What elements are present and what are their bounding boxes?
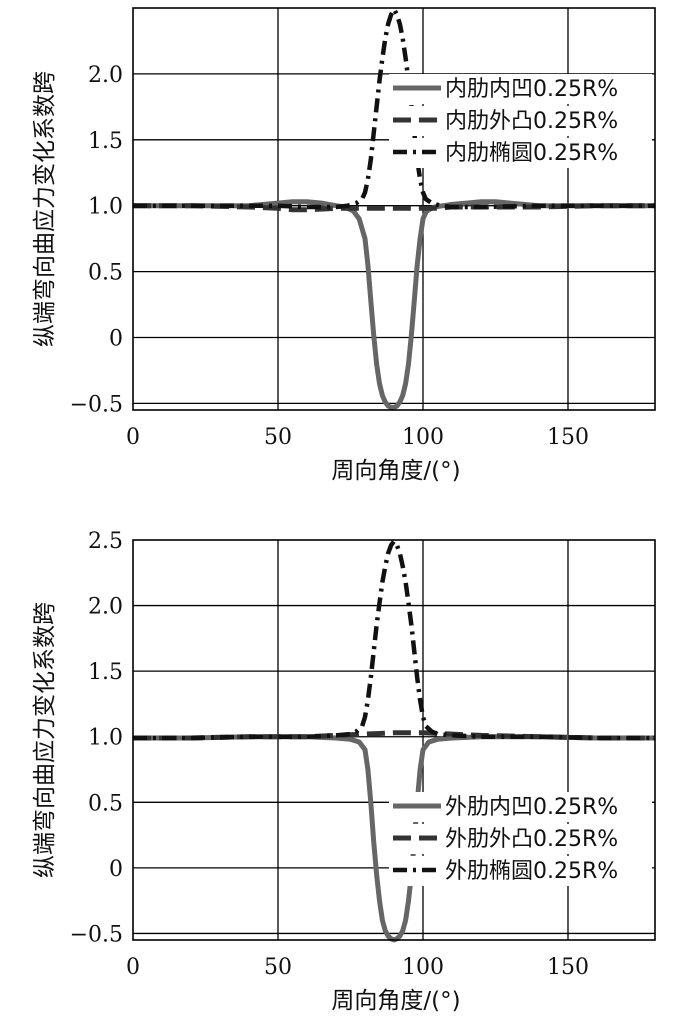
- y-tick-label: 1.5: [88, 129, 123, 154]
- legend-label: 内肋椭圆0.25R%: [445, 141, 618, 166]
- legend-label: 外肋内凹0.25R%: [445, 795, 618, 820]
- y-tick-label: 0.5: [88, 261, 123, 286]
- x-tick-label: 50: [264, 955, 292, 980]
- x-axis-label: 周向角度/(°): [331, 458, 460, 484]
- x-tick-label: 100: [402, 425, 444, 450]
- y-tick-label: 1.0: [88, 195, 123, 220]
- legend-label: 内肋外凸0.25R%: [445, 109, 618, 134]
- x-tick-label: 150: [547, 955, 589, 980]
- y-tick-label: 2.0: [88, 63, 123, 88]
- legend-label: 外肋外凸0.25R%: [445, 827, 618, 852]
- y-tick-label: 0: [109, 327, 123, 352]
- plot-frame: [132, 539, 656, 941]
- x-tick-label: 100: [402, 955, 444, 980]
- y-tick-label: 2.0: [88, 595, 123, 620]
- series-line-2: [133, 203, 655, 213]
- chart-2: 0 50 100 150−0.500.51.01.52.02.5周向角度/(°)纵端弯…: [32, 529, 656, 1014]
- series-line-1: [133, 199, 655, 410]
- y-tick-label: 0: [109, 857, 123, 882]
- y-tick-label: −0.5: [70, 392, 123, 417]
- plot-frame: [132, 7, 656, 411]
- x-tick-label: 50: [264, 425, 292, 450]
- x-tick-label: 0: [126, 955, 140, 980]
- y-tick-label: 1.0: [88, 726, 123, 751]
- x-tick-label: 150: [547, 425, 589, 450]
- y-tick-label: 2.5: [88, 529, 123, 554]
- y-tick-label: 0.5: [88, 791, 123, 816]
- legend-label: 外肋椭圆0.25R%: [445, 859, 618, 884]
- legend-label: 内肋内凹0.25R%: [445, 77, 618, 102]
- legend: 外肋内凹0.25R% 外肋外凸0.25R% 外肋椭圆0.25R%: [389, 792, 652, 886]
- x-tick-label: 0: [126, 425, 140, 450]
- series-line-3: [133, 539, 655, 741]
- y-tick-label: −0.5: [70, 922, 123, 947]
- y-axis-label: 纵端弯向曲应力变化系数跨: [32, 602, 58, 878]
- series-line-3: [133, 7, 655, 210]
- y-tick-label: 1.5: [88, 660, 123, 685]
- y-axis-label: 纵端弯向曲应力变化系数跨: [32, 71, 58, 347]
- chart-1: 0 50 100 150−0.500.51.01.52.0周向角度/(°)纵端弯向曲应…: [32, 7, 656, 484]
- x-axis-label: 周向角度/(°): [331, 988, 460, 1014]
- legend: 内肋内凹0.25R% 内肋外凸0.25R% 内肋椭圆0.25R%: [389, 74, 652, 168]
